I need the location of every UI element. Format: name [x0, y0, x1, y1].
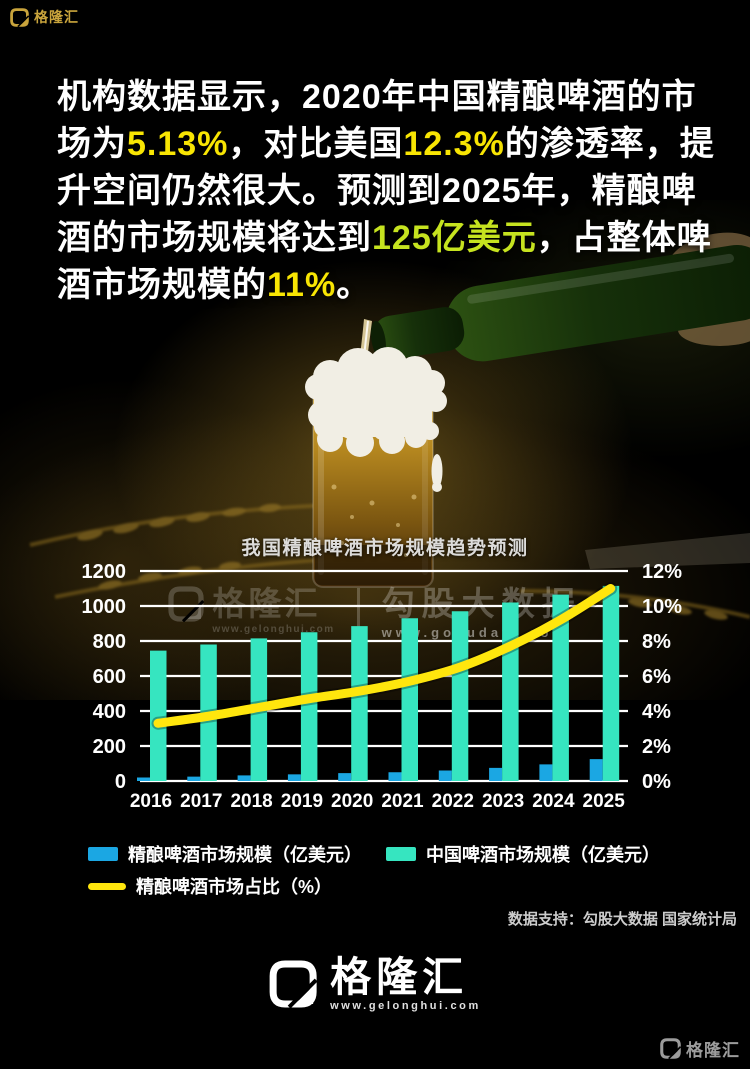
top-left-brand-name: 格隆汇	[34, 9, 79, 25]
svg-text:2016: 2016	[130, 791, 172, 812]
top-left-brand-logo: 格隆汇	[10, 7, 79, 27]
watermark-partner: 勾股大数据	[381, 585, 582, 622]
headline-segment: 11%	[267, 266, 337, 304]
svg-text:8%: 8%	[642, 631, 671, 653]
legend-row-2: 精酿啤酒市场占比（%）	[88, 873, 332, 899]
svg-text:2020: 2020	[331, 791, 373, 812]
beer-foam	[305, 347, 447, 492]
watermark: 格隆汇 www.gelonghui.com 勾股大数据 www.gogudata…	[0, 586, 750, 640]
svg-text:400: 400	[93, 701, 126, 723]
headline-segment: ，占整体啤 酒市场规模的	[57, 219, 712, 304]
headline-segment: 125亿美元	[372, 219, 537, 257]
notebook	[585, 533, 750, 569]
svg-text:0: 0	[115, 771, 126, 793]
svg-text:2025: 2025	[583, 791, 626, 812]
watermark-brand-block: 格隆汇 www.gelonghui.com	[168, 586, 334, 635]
svg-text:2%: 2%	[642, 736, 671, 758]
gelonghui-g-icon	[10, 8, 29, 27]
headline-segment: 5.13%	[127, 125, 229, 163]
headline-segment: 机构数据显示，2020年中国精酿啤酒的市 场为	[57, 78, 697, 163]
svg-text:2022: 2022	[432, 791, 474, 812]
legend-label: 精酿啤酒市场规模（亿美元）	[128, 845, 362, 865]
beer-bottle	[370, 245, 750, 362]
legend-item-craft-market: 精酿啤酒市场规模（亿美元）	[88, 841, 362, 867]
headline-segment: ，对比美国	[228, 125, 404, 163]
legend-label: 中国啤酒市场规模（亿美元）	[426, 845, 660, 865]
legend-swatch-cyan	[386, 847, 416, 861]
legend-swatch-yellow-line	[88, 882, 126, 890]
watermark-brand: 格隆汇	[212, 585, 321, 622]
watermark-divider	[356, 588, 360, 632]
headline: 机构数据显示，2020年中国精酿啤酒的市 场为5.13%，对比美国12.3%的渗…	[57, 74, 717, 309]
chart-title: 我国精酿啤酒市场规模趋势预测	[241, 538, 529, 559]
svg-text:1000: 1000	[82, 596, 127, 618]
svg-text:1200: 1200	[82, 561, 127, 583]
svg-text:2024: 2024	[532, 791, 575, 812]
svg-text:6%: 6%	[642, 666, 671, 688]
wheat-ears	[29, 503, 750, 620]
svg-text:10%: 10%	[642, 596, 682, 618]
headline-segment: 。	[336, 266, 372, 304]
gelonghui-g-icon	[269, 960, 317, 1008]
corner-brand-logo: 格隆汇	[660, 1036, 740, 1061]
svg-text:800: 800	[93, 631, 126, 653]
headline-segment: 的渗透率，提 升空间仍然很大。预测到2025年，精酿啤 酒的市场规模将达到	[57, 125, 715, 257]
svg-text:2019: 2019	[281, 791, 323, 812]
beer-photo-decor	[29, 232, 750, 620]
gelonghui-g-icon	[660, 1038, 681, 1059]
legend-item-china-beer-market: 中国啤酒市场规模（亿美元）	[386, 841, 660, 867]
combo-chart: 0 0% 200 2% 400 4% 600 6% 800 8% 1000 10% 1200 12% 201…	[82, 561, 683, 812]
legend-row-1: 精酿啤酒市场规模（亿美元） 中国啤酒市场规模（亿美元）	[88, 841, 660, 867]
corner-brand-name: 格隆汇	[686, 1041, 740, 1060]
svg-text:600: 600	[93, 666, 126, 688]
legend-item-craft-share: 精酿啤酒市场占比（%）	[88, 873, 332, 899]
watermark-brand-url: www.gelonghui.com	[212, 624, 335, 635]
svg-text:0%: 0%	[642, 771, 671, 793]
headline-segment: 12.3%	[403, 125, 505, 163]
svg-text:12%: 12%	[642, 561, 682, 583]
svg-text:200: 200	[93, 736, 126, 758]
footer-brand-name: 格隆汇	[330, 954, 469, 1000]
svg-text:2017: 2017	[180, 791, 222, 812]
svg-text:2021: 2021	[381, 791, 424, 812]
legend-label: 精酿啤酒市场占比（%）	[136, 877, 333, 897]
footer-brand-url: www.gelonghui.com	[330, 1000, 481, 1012]
beer-glass	[305, 347, 447, 588]
svg-text:4%: 4%	[642, 701, 671, 723]
svg-text:2023: 2023	[482, 791, 524, 812]
legend-swatch-blue	[88, 847, 118, 861]
svg-text:2018: 2018	[230, 791, 272, 812]
footer-brand-logo: 格隆汇 www.gelonghui.com	[269, 955, 481, 1012]
data-support-credit: 数据支持：勾股大数据 国家统计局	[507, 911, 737, 928]
